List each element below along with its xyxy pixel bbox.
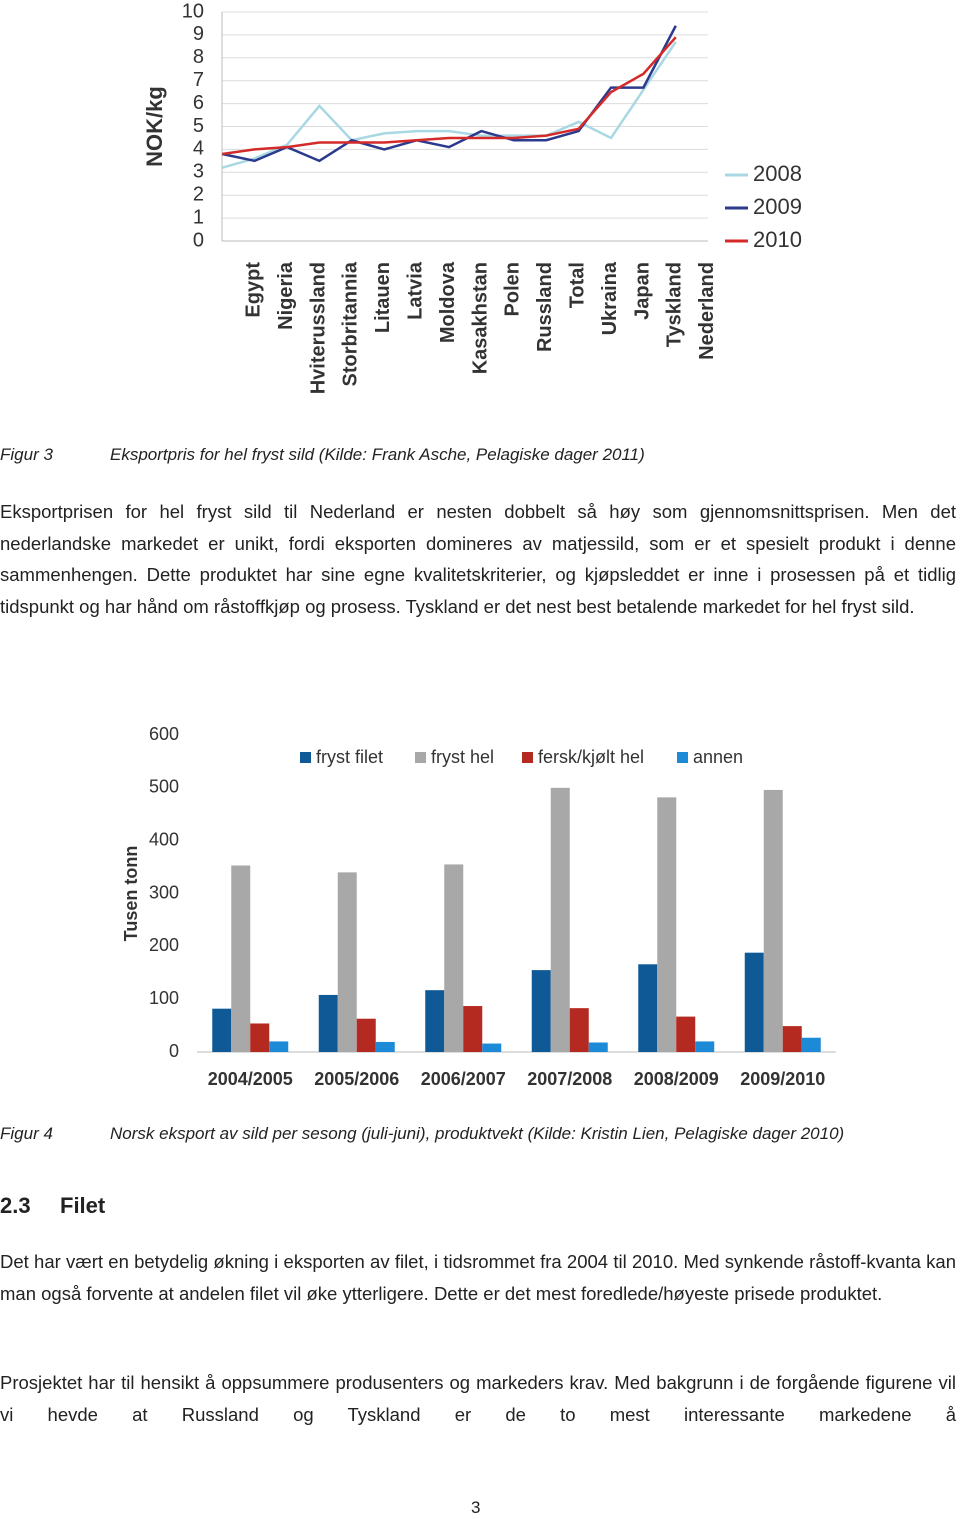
y-tick-label: 0 — [169, 1041, 179, 1061]
x-tick-label: 2004/2005 — [208, 1069, 293, 1089]
data-line — [221, 41, 677, 169]
x-tick-label: Japan — [631, 262, 653, 320]
y-tick-label: 400 — [149, 829, 179, 849]
y-tick-label: 7 — [193, 69, 204, 91]
y-tick-label: 3 — [193, 161, 204, 183]
bar — [425, 990, 445, 1052]
y-tick-label: 9 — [193, 23, 204, 45]
x-tick-label: Litauen — [372, 262, 394, 333]
y-tick-label: 600 — [149, 724, 179, 744]
bar — [801, 1037, 821, 1052]
legend-swatch — [415, 752, 426, 763]
legend-label: 2009 — [753, 194, 802, 219]
x-tick-label: 2008/2009 — [634, 1069, 719, 1089]
bar — [444, 864, 464, 1052]
bar — [676, 1016, 696, 1052]
x-tick-label: Nigeria — [275, 261, 297, 330]
x-tick-label: Latvia — [404, 261, 426, 320]
x-tick-label: Russland — [534, 262, 556, 352]
x-tick-label: Tyskland — [664, 262, 686, 347]
x-tick-label: Kasakhstan — [469, 262, 491, 374]
x-tick-label: 2007/2008 — [527, 1069, 612, 1089]
section-number: 2.3 — [0, 1193, 31, 1218]
section-title: Filet — [60, 1193, 106, 1218]
y-tick-label: 2 — [193, 183, 204, 205]
legend-label: 2010 — [753, 227, 802, 252]
y-axis-label: NOK/kg — [142, 86, 167, 167]
bar — [657, 797, 677, 1052]
y-tick-label: 1 — [193, 206, 204, 228]
legend-label: 2008 — [753, 161, 802, 186]
paragraph: Eksportprisen for hel fryst sild til Ned… — [0, 501, 956, 617]
paragraph: Det har vært en betydelig økning i ekspo… — [0, 1251, 956, 1304]
y-tick-label: 100 — [149, 988, 179, 1008]
bar — [231, 865, 251, 1052]
x-tick-label: 2006/2007 — [421, 1069, 506, 1089]
x-tick-label: Moldova — [437, 261, 459, 343]
bar — [550, 787, 570, 1052]
x-tick-label: Total — [566, 262, 588, 308]
x-tick-label: Hviterussland — [307, 262, 329, 394]
figure-caption: Norsk eksport av sild per sesong (juli-j… — [110, 1124, 845, 1143]
y-tick-label: 6 — [193, 92, 204, 114]
bar — [695, 1041, 715, 1052]
legend-label: fryst filet — [316, 747, 383, 767]
legend-label: fryst hel — [431, 747, 494, 767]
figure-caption: Eksportpris for hel fryst sild (Kilde: F… — [110, 445, 645, 464]
legend-swatch — [522, 752, 533, 763]
y-tick-label: 200 — [149, 935, 179, 955]
y-tick-label: 500 — [149, 777, 179, 797]
bar — [531, 970, 551, 1052]
bar — [763, 789, 783, 1052]
y-tick-label: 0 — [193, 229, 204, 251]
y-tick-label: 300 — [149, 882, 179, 902]
legend-swatch — [300, 752, 311, 763]
x-tick-label: Egypt — [242, 262, 264, 318]
x-tick-label: 2009/2010 — [740, 1069, 825, 1089]
bar — [269, 1041, 289, 1052]
legend-swatch — [677, 752, 688, 763]
bar — [744, 952, 764, 1052]
y-tick-label: 4 — [193, 138, 204, 160]
bar — [588, 1042, 608, 1052]
bar — [638, 964, 658, 1052]
data-line — [221, 25, 677, 163]
figure-label: Figur 3 — [0, 445, 53, 464]
bar — [318, 994, 338, 1052]
x-tick-label: Storbritannia — [340, 261, 362, 386]
bar — [482, 1043, 502, 1052]
page-number: 3 — [471, 1498, 481, 1517]
bar — [569, 1008, 589, 1052]
y-tick-label: 5 — [193, 115, 204, 137]
y-tick-label: 10 — [182, 0, 204, 22]
figure-label: Figur 4 — [0, 1124, 53, 1143]
legend-label: annen — [693, 747, 743, 767]
y-tick-label: 8 — [193, 46, 204, 68]
bar — [356, 1018, 376, 1052]
bar — [375, 1041, 395, 1052]
bar — [463, 1006, 483, 1052]
y-axis-label: Tusen tonn — [121, 846, 141, 942]
bar — [212, 1008, 232, 1052]
x-tick-label: Nederland — [696, 262, 718, 360]
x-tick-label: 2005/2006 — [314, 1069, 399, 1089]
bar — [782, 1026, 802, 1052]
x-tick-label: Polen — [502, 262, 524, 316]
x-tick-label: Ukraina — [599, 261, 621, 335]
data-line — [222, 36, 677, 156]
legend-label: fersk/kjølt hel — [538, 747, 644, 767]
bar — [337, 872, 357, 1052]
paragraph: Prosjektet har til hensikt å oppsummere … — [0, 1372, 956, 1425]
bar — [250, 1023, 270, 1052]
